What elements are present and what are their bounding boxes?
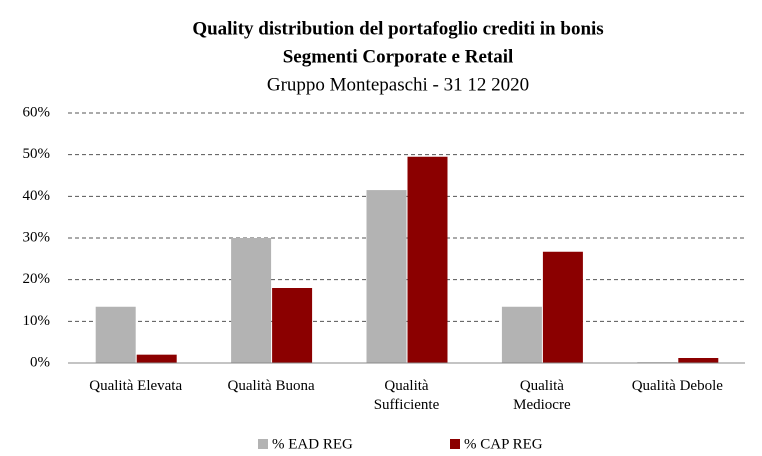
x-tick-label: Qualità Elevata <box>89 378 183 394</box>
legend-label: % EAD REG <box>272 436 353 452</box>
bar <box>231 238 272 363</box>
y-tick-label: 40% <box>23 188 51 204</box>
chart-title: Quality distribution del portafoglio cre… <box>192 18 603 39</box>
x-tick-label: Qualità Debole <box>631 378 723 394</box>
legend-label: % CAP REG <box>464 436 543 452</box>
y-tick-label: 0% <box>30 354 50 370</box>
y-tick-label: 20% <box>23 271 51 287</box>
y-tick-label: 30% <box>23 229 51 245</box>
y-tick-label: 50% <box>23 146 51 162</box>
bar <box>366 190 407 363</box>
y-tick-label: 60% <box>23 104 51 120</box>
chart-subtitle: Gruppo Montepaschi - 31 12 2020 <box>267 74 529 95</box>
x-tick-label: Qualità Buona <box>227 378 315 394</box>
bar <box>95 306 136 363</box>
bar <box>272 288 313 363</box>
legend-swatch <box>258 439 268 449</box>
x-tick-label: Qualità Sufficiente <box>373 378 440 413</box>
chart-subtitle: Segmenti Corporate e Retail <box>283 46 514 67</box>
bar <box>136 354 177 363</box>
bar <box>542 251 583 363</box>
bar <box>501 306 542 363</box>
legend-swatch <box>450 439 460 449</box>
bar <box>678 358 719 363</box>
x-tick-label: Qualità Mediocre <box>513 378 571 413</box>
y-tick-label: 10% <box>23 313 51 329</box>
bar <box>407 156 448 363</box>
